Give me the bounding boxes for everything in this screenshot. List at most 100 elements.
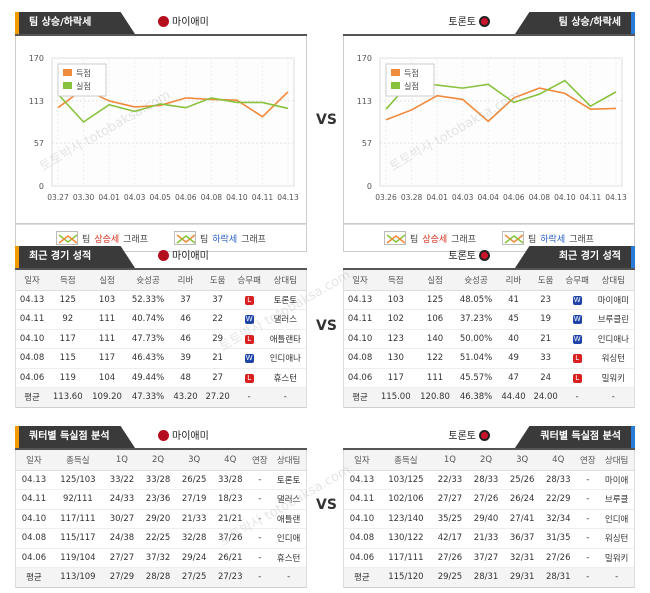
table-cell: 휴스턴	[271, 548, 306, 568]
table-cell: 04.13	[344, 290, 377, 310]
heat-logo-icon	[158, 16, 169, 27]
table-cell: 28/33	[540, 470, 577, 490]
win-badge-icon: W	[244, 354, 254, 364]
table-cell: 33/22	[103, 470, 140, 490]
table-cell: 27/27	[431, 489, 468, 510]
table-cell: 평균	[344, 567, 380, 588]
table-row: 04.10 123/140 35/25 29/40 27/41 32/34- 인디애	[344, 509, 634, 529]
column-header: 일자	[344, 270, 377, 291]
table-cell: -	[271, 567, 306, 588]
win-badge-icon: W	[572, 315, 582, 325]
table-cell: 28/31	[468, 567, 505, 588]
table-cell: 22/25	[140, 528, 177, 549]
column-header: 2Q	[468, 450, 505, 471]
table-cell: 46.43%	[126, 348, 170, 369]
column-header: 4Q	[212, 450, 249, 471]
heat-logo-icon	[158, 430, 169, 441]
table-cell: 119	[48, 368, 88, 388]
table-cell: -	[248, 548, 272, 568]
table-cell: 24.00	[529, 387, 562, 408]
table-row: 04.13 103 125 48.05% 41 23 W 마이애미	[344, 290, 634, 310]
table-cell: 04.08	[16, 348, 49, 369]
x-tick-label: 04.11	[252, 193, 274, 202]
table-cell: -	[576, 528, 600, 549]
left-quarter-table: 일자 총득실 1Q 2Q 3Q 4Q 연장 상대팀 04.13 125/103 33/22 33/28…	[16, 450, 306, 588]
x-tick-label: 04.08	[201, 193, 223, 202]
table-cell: L	[233, 329, 265, 349]
table-cell: 04.10	[344, 509, 380, 529]
x-tick-label: 04.01	[426, 193, 448, 202]
table-cell: 52.33%	[126, 290, 170, 310]
table-cell: 26/24	[504, 489, 541, 510]
table-cell: 22/29	[540, 489, 577, 510]
column-header: 슛성공	[454, 270, 498, 291]
table-row: 04.08 130 122 51.04% 49 33 L 워싱턴	[344, 348, 634, 369]
table-cell: 25/26	[504, 470, 541, 490]
table-cell: 103	[376, 290, 416, 310]
loss-badge-icon: L	[244, 334, 254, 344]
table-cell: 27/23	[212, 567, 249, 588]
x-tick-label: 04.10	[554, 193, 576, 202]
table-cell: 워싱턴	[599, 528, 634, 549]
table-cell: 27/41	[504, 509, 541, 529]
table-cell: 33/28	[140, 470, 177, 490]
table-cell: 49.44%	[126, 368, 170, 388]
table-cell: 92	[48, 309, 88, 330]
column-header: 일자	[344, 450, 380, 471]
table-cell: 92/111	[51, 489, 104, 510]
right-trend-title: 팀 상승/하락세	[515, 12, 635, 34]
table-cell: 29/40	[468, 509, 505, 529]
right-recent-table: 일자 득점 실점 슛성공 리바 도움 승무패 상대팀 04.13 103 125 48.05% 41 23…	[344, 270, 634, 408]
table-cell: 102	[376, 309, 416, 330]
right-team-name: 토론토	[448, 431, 476, 442]
loss-badge-icon: L	[244, 295, 254, 305]
table-cell: 토론토	[271, 470, 306, 490]
table-cell: 125	[48, 290, 88, 310]
table-cell: 111	[87, 329, 127, 349]
table-row: 04.08 130/122 42/17 21/33 36/37 31/35- 워싱턴	[344, 528, 634, 549]
x-tick-label: 04.13	[277, 193, 299, 202]
win-badge-icon: W	[244, 315, 254, 325]
table-cell: 04.06	[344, 548, 380, 568]
average-row: 평균 115.00 120.80 46.38% 44.40 24.00- -	[344, 387, 634, 408]
legend-label: 실점	[76, 81, 91, 91]
table-cell: 26/21	[212, 548, 249, 568]
table-cell: -	[248, 509, 272, 529]
table-cell: 32/31	[504, 548, 541, 568]
downtrend-swatch-icon	[174, 231, 196, 245]
table-cell: 04.08	[16, 528, 52, 549]
legend-swatch	[391, 69, 400, 76]
table-cell: 27	[201, 368, 234, 388]
right-trend-header: 토론토 팀 상승/하락세	[343, 12, 635, 34]
table-cell: 104	[87, 368, 127, 388]
left-team-name: 마이애미	[172, 17, 209, 28]
column-header: 2Q	[140, 450, 177, 471]
y-tick-label: 170	[357, 54, 372, 63]
table-row: 04.11 92/111 24/33 23/36 27/19 18/23- 댈러스	[16, 489, 306, 510]
column-header: 일자	[16, 450, 52, 471]
series-line-scored	[385, 87, 617, 123]
table-cell: 23/36	[140, 489, 177, 510]
right-recent-panel: 토론토 최근 경기 성적 일자 득점 실점 슛성공 리바 도움 승무패 상대팀 04.13 103…	[343, 246, 635, 408]
table-cell: 40.74%	[126, 309, 170, 330]
table-cell: 50.00%	[454, 329, 498, 349]
series-line-conceded	[57, 93, 289, 124]
table-cell: 29/25	[431, 567, 468, 588]
table-cell: 111	[87, 309, 127, 330]
table-cell: 29	[201, 329, 234, 349]
y-tick-label: 113	[357, 97, 372, 106]
loss-badge-icon: L	[572, 373, 582, 383]
legend-swatch	[391, 82, 400, 89]
left-trend-title: 팀 상승/하락세	[15, 12, 135, 34]
table-cell: -	[576, 548, 600, 568]
x-tick-label: 04.13	[605, 193, 627, 202]
column-header: 총득실	[51, 450, 104, 471]
table-cell: 46	[169, 329, 202, 349]
table-cell: 27/26	[540, 548, 577, 568]
x-tick-label: 03.26	[375, 193, 397, 202]
table-cell: 115/120	[379, 567, 432, 588]
column-header: 도움	[201, 270, 234, 291]
loss-badge-icon: L	[244, 373, 254, 383]
table-cell: -	[248, 528, 272, 549]
table-cell: 45	[497, 309, 530, 330]
